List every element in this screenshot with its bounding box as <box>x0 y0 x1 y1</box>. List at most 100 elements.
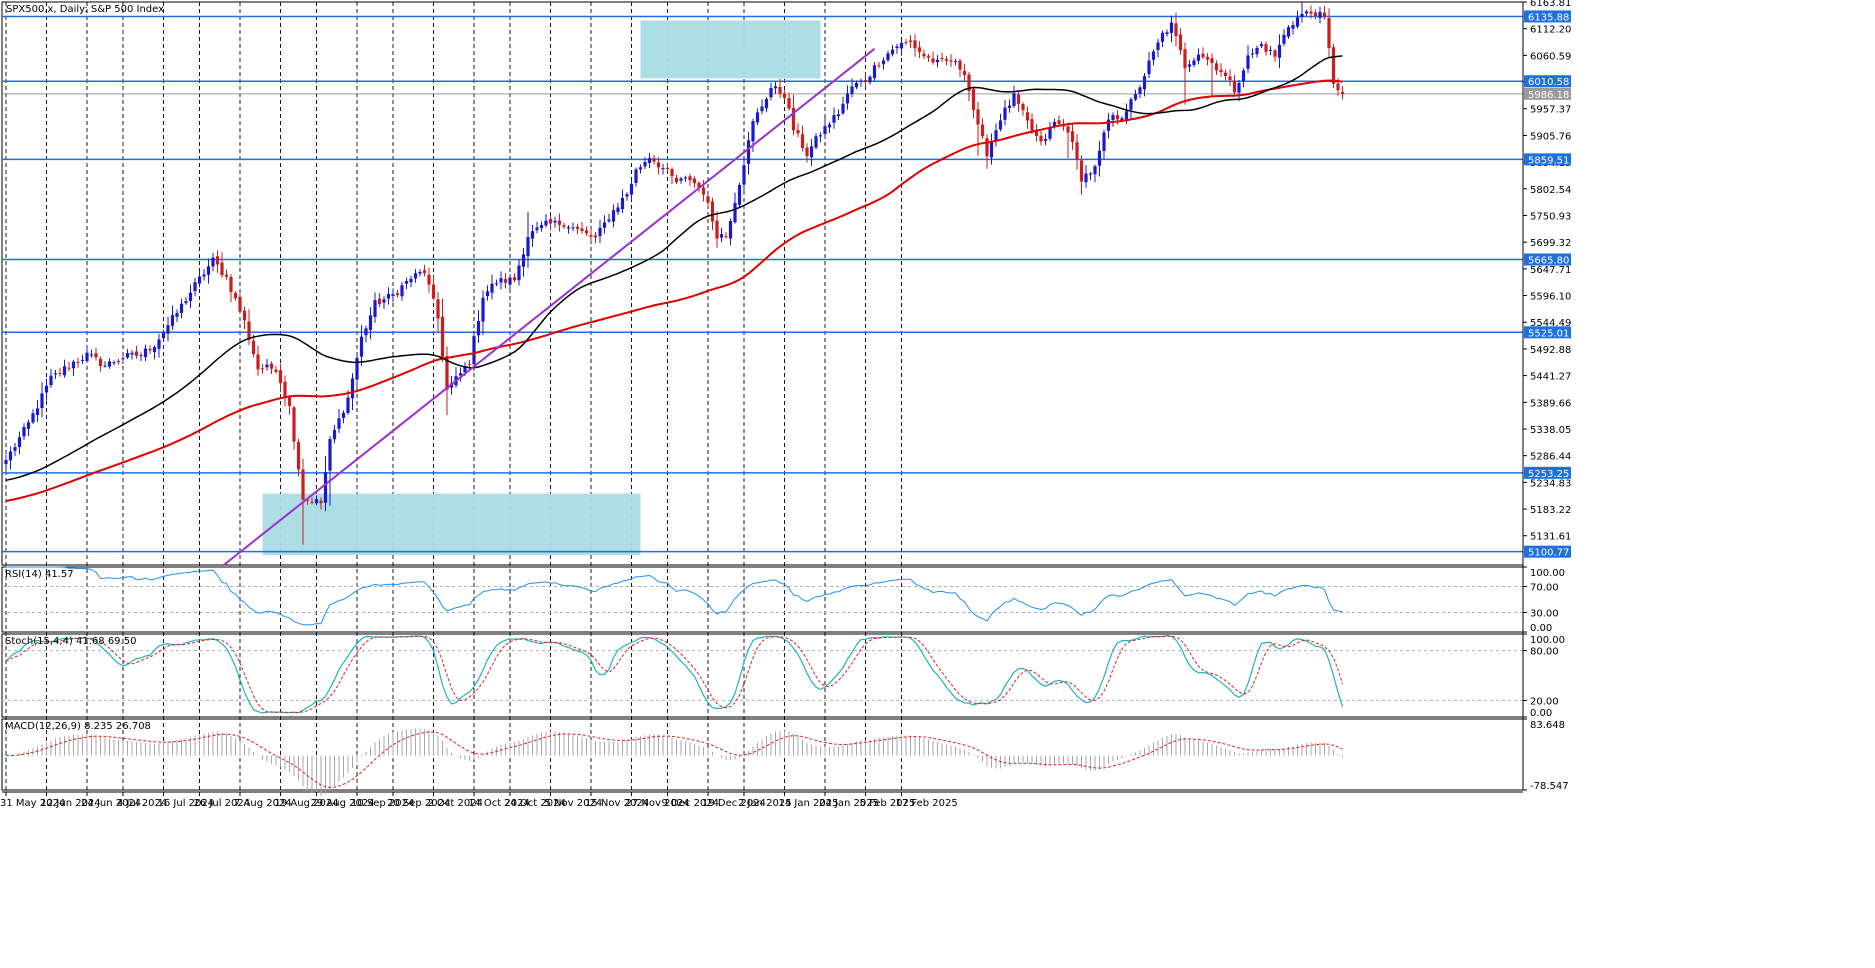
candle <box>67 361 71 372</box>
candle <box>670 167 674 184</box>
candle <box>283 375 287 407</box>
price-tick-label: 5596.10 <box>1530 292 1571 303</box>
candle <box>1246 45 1250 74</box>
candle <box>364 325 368 343</box>
candle-body <box>1012 93 1016 106</box>
candle-body <box>422 270 427 274</box>
candle <box>1327 8 1331 58</box>
candle-body <box>193 282 197 292</box>
candle-body <box>508 277 512 285</box>
candle <box>931 51 935 65</box>
candle-body <box>1223 72 1228 77</box>
candle <box>643 157 647 170</box>
candle <box>85 345 89 364</box>
candle-body <box>845 93 850 104</box>
price-tick-label: 6060.59 <box>1530 51 1571 62</box>
stoch-tick-label: 100.00 <box>1530 635 1565 646</box>
x-tick-label: 15 Nov 2024 <box>585 798 649 809</box>
candle-body <box>1151 51 1156 60</box>
candle <box>800 125 805 152</box>
candle-body <box>98 358 103 367</box>
candle <box>49 368 53 388</box>
candle <box>166 316 170 342</box>
candle <box>589 228 593 242</box>
candle-body <box>805 147 809 156</box>
price-tick-label: 5183.22 <box>1530 505 1571 516</box>
candle-body <box>368 315 373 330</box>
candle-body <box>386 293 391 299</box>
macd-tick-label: 83.648 <box>1530 720 1565 731</box>
candle-body <box>1264 44 1268 52</box>
candle <box>544 214 548 228</box>
candle <box>13 442 17 457</box>
candle-body <box>1277 44 1282 58</box>
candle <box>530 225 535 247</box>
candle-body <box>1327 18 1331 49</box>
candle <box>206 258 211 284</box>
candle-body <box>305 499 310 501</box>
level-label: 6135.88 <box>1528 12 1569 23</box>
candle <box>503 273 508 289</box>
level-label: 5253.25 <box>1528 469 1569 480</box>
candle-body <box>332 430 337 440</box>
price-tick-label: 6112.20 <box>1530 25 1571 36</box>
candle-body <box>1174 23 1178 37</box>
price-tick-label: 5750.93 <box>1530 211 1571 222</box>
x-tick-label: 7 Aug 2024 <box>234 798 292 809</box>
candle-body <box>935 59 940 63</box>
candle <box>58 367 62 377</box>
candle <box>922 49 926 60</box>
candle-body <box>130 352 134 355</box>
x-tick-label: 14 Oct 2024 <box>468 798 530 809</box>
candle-body <box>503 279 508 283</box>
candle <box>710 197 715 231</box>
candle <box>841 96 845 116</box>
candle <box>260 363 265 374</box>
candle <box>823 117 827 139</box>
candle <box>593 231 598 244</box>
candle-body <box>904 42 908 44</box>
candle-body <box>715 220 719 239</box>
macd-signal-line <box>5 731 1343 789</box>
candle-body <box>953 61 958 63</box>
candle <box>215 250 220 273</box>
candle-body <box>152 347 157 353</box>
candle-body <box>760 106 764 112</box>
candle-body <box>548 218 553 224</box>
candle-body <box>616 207 620 213</box>
candle-body <box>1187 64 1192 67</box>
candle-body <box>71 361 76 369</box>
candle <box>269 361 274 374</box>
candle <box>1309 5 1313 19</box>
candle-body <box>1075 142 1079 160</box>
candle <box>1075 134 1079 170</box>
candle <box>314 495 319 506</box>
candle <box>422 264 427 277</box>
candle <box>733 192 737 224</box>
candle-body <box>697 182 701 188</box>
x-tick-label: 19 Aug 2024 <box>275 798 339 809</box>
candle-body <box>1115 115 1120 120</box>
candle-body <box>346 397 350 413</box>
x-tick-label: 24 Oct 2024 <box>504 798 566 809</box>
candle <box>962 63 967 83</box>
candle-body <box>179 303 184 313</box>
candle <box>562 222 566 229</box>
candle-body <box>107 361 112 367</box>
rsi-tick-label: 0.00 <box>1530 623 1552 634</box>
candle <box>1106 112 1111 139</box>
candle <box>526 211 530 268</box>
candle-body <box>661 168 665 170</box>
candle <box>341 410 346 424</box>
candle-body <box>121 358 125 360</box>
candle <box>715 211 719 248</box>
candle <box>1138 85 1142 99</box>
candle-body <box>476 321 481 336</box>
candle <box>89 349 94 358</box>
candle <box>1282 29 1286 47</box>
candle-body <box>521 254 526 267</box>
candle <box>278 363 283 393</box>
stoch-k-line <box>5 634 1344 714</box>
